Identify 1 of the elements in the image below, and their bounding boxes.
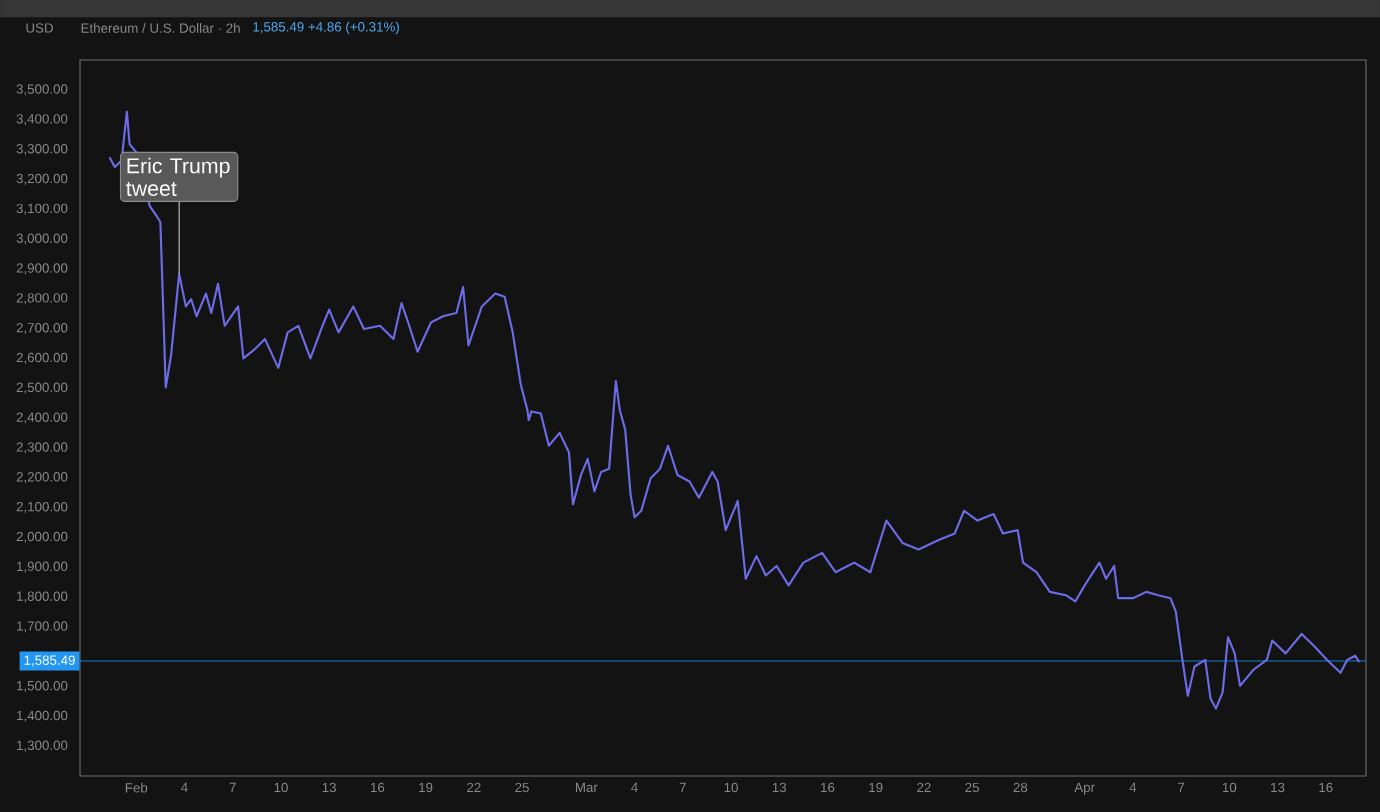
annotation: Eric Trump tweet: [126, 157, 230, 197]
